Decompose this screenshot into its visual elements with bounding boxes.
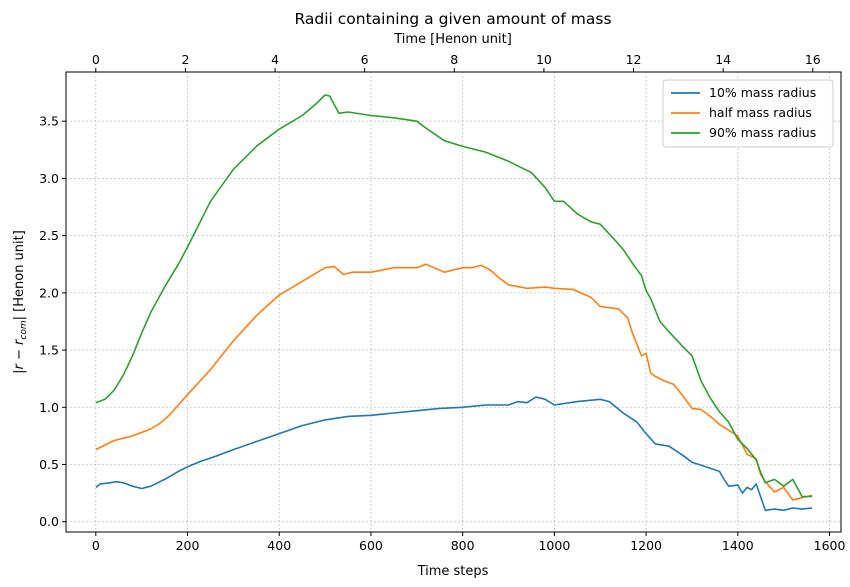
- legend-label-90pct: 90% mass radius: [709, 125, 816, 140]
- x-tick-label: 1400: [722, 538, 754, 553]
- x2-tick-label: 8: [450, 52, 458, 67]
- series-line-2: [95, 94, 813, 498]
- series-line-1: [95, 263, 813, 501]
- y-axis-label-main: |r − r: [12, 338, 27, 374]
- x-tick-label: 200: [176, 538, 200, 553]
- x2-tick-label: 2: [181, 52, 189, 67]
- y-axis-label: |r − rcom| [Henon unit]: [12, 230, 29, 374]
- grid: [66, 72, 841, 532]
- y-tick-label: 0.5: [39, 457, 59, 472]
- y-tick-label: 1.0: [39, 400, 59, 415]
- x-tick-label: 1200: [630, 538, 662, 553]
- x-tick-label: 600: [359, 538, 383, 553]
- x-tick-label: 1000: [538, 538, 570, 553]
- x-tick-label: 0: [92, 538, 100, 553]
- x2-tick-label: 4: [271, 52, 279, 67]
- series-lines: [95, 94, 813, 512]
- y-axis-ticks: 0.0 0.5 1.0 1.5 2.0 2.5 3.0 3.5: [39, 114, 66, 529]
- x2-axis-ticks: 0 2 4 6 8 10 12 14 16: [92, 52, 821, 72]
- x2-tick-label: 6: [361, 52, 369, 67]
- x-tick-label: 400: [267, 538, 291, 553]
- legend: 10% mass radius half mass radius 90% mas…: [662, 79, 834, 148]
- legend-label-half: half mass radius: [709, 105, 812, 120]
- x2-tick-label: 10: [536, 52, 552, 67]
- plot-area: [65, 71, 842, 533]
- y-axis-label-subscript: com: [19, 320, 29, 339]
- x-axis-ticks: 0 200 400 600 800 1000 1200 1400 1600: [92, 532, 846, 553]
- x2-tick-label: 12: [626, 52, 642, 67]
- series-line-0: [95, 396, 813, 512]
- y-axis-label-rest: | [Henon unit]: [12, 230, 27, 320]
- y-tick-label: 3.0: [39, 171, 59, 186]
- x2-tick-label: 14: [715, 52, 731, 67]
- y-tick-label: 2.5: [39, 228, 59, 243]
- chart-title: Radii containing a given amount of mass: [294, 10, 611, 28]
- y-tick-label: 3.5: [39, 114, 59, 129]
- y-tick-label: 2.0: [39, 285, 59, 300]
- x2-tick-label: 0: [92, 52, 100, 67]
- x2-tick-label: 16: [805, 52, 821, 67]
- x-axis-label: Time steps: [417, 564, 489, 579]
- legend-label-10pct: 10% mass radius: [709, 85, 816, 100]
- x-tick-label: 800: [451, 538, 475, 553]
- x-tick-label: 1600: [814, 538, 846, 553]
- x2-axis-label: Time [Henon unit]: [393, 32, 512, 47]
- legend-box: [662, 79, 834, 148]
- y-tick-label: 1.5: [39, 343, 59, 358]
- y-tick-label: 0.0: [39, 514, 59, 529]
